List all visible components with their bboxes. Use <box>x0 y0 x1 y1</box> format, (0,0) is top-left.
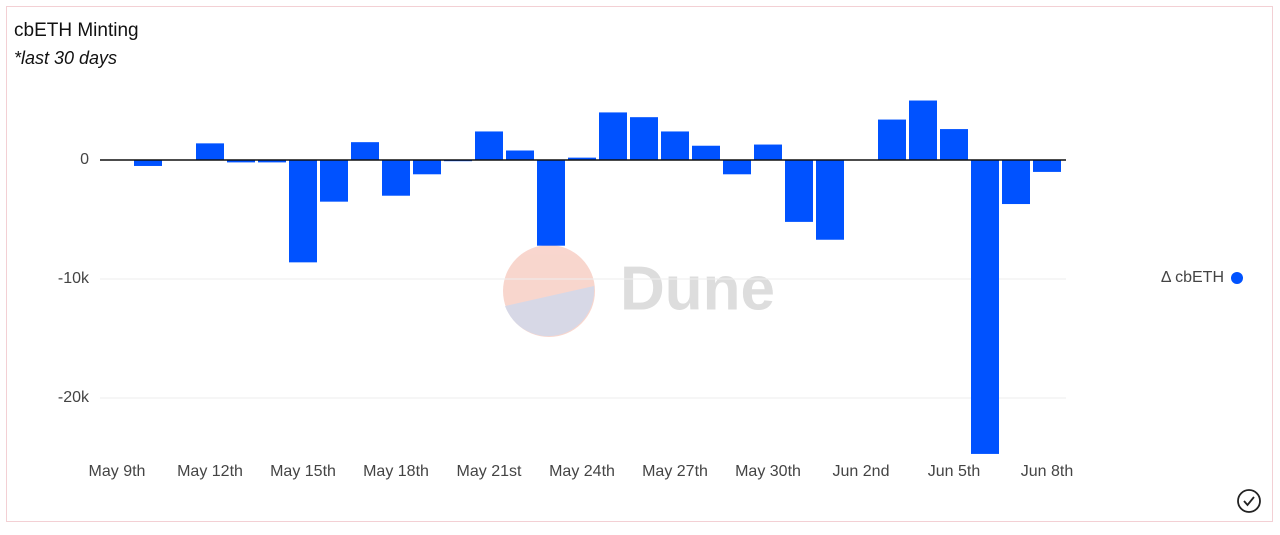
y-tick-label: -10k <box>58 270 90 287</box>
x-tick-label: Jun 5th <box>928 463 980 480</box>
bar <box>1033 160 1061 172</box>
x-tick-label: May 18th <box>363 463 429 480</box>
bar <box>351 142 379 161</box>
bar <box>1002 160 1030 205</box>
bar <box>723 160 751 175</box>
logo-slice <box>505 286 595 337</box>
x-tick-label: May 27th <box>642 463 708 480</box>
x-tick-label: May 21st <box>457 463 522 480</box>
watermark: Dune <box>620 254 775 323</box>
bar <box>537 160 565 246</box>
bar <box>258 160 286 163</box>
check-icon[interactable] <box>1237 489 1261 513</box>
bar <box>630 117 658 161</box>
x-tick-label: May 15th <box>270 463 336 480</box>
bar <box>289 160 317 263</box>
bar <box>599 112 627 161</box>
x-tick-label: Jun 2nd <box>833 463 890 480</box>
y-tick-label: -20k <box>58 389 90 406</box>
bar <box>785 160 813 222</box>
legend-label: Δ cbETH <box>1161 269 1224 286</box>
watermark-logo <box>503 245 595 337</box>
x-tick-label: Jun 8th <box>1021 463 1073 480</box>
x-tick-label: May 24th <box>549 463 615 480</box>
bar <box>413 160 441 175</box>
chart-title: cbETH Minting <box>14 20 139 41</box>
frame <box>6 6 1273 522</box>
chart-subtitle: *last 30 days <box>14 48 117 68</box>
bar <box>909 100 937 161</box>
x-tick-label: May 12th <box>177 463 243 480</box>
bar <box>971 160 999 454</box>
bar <box>816 160 844 240</box>
bar <box>134 160 162 166</box>
bar <box>940 129 968 161</box>
bar <box>196 143 224 161</box>
bar <box>227 160 255 163</box>
bar <box>320 160 348 202</box>
x-tick-label: May 30th <box>735 463 801 480</box>
bar <box>382 160 410 196</box>
bar <box>661 131 689 161</box>
bar <box>692 145 720 161</box>
x-tick-label: May 9th <box>89 463 146 480</box>
bar <box>878 119 906 161</box>
y-tick-label: 0 <box>80 151 89 168</box>
legend-marker <box>1231 272 1243 284</box>
bar <box>506 150 534 161</box>
bar <box>754 144 782 161</box>
bar <box>475 131 503 161</box>
bar <box>568 157 596 161</box>
